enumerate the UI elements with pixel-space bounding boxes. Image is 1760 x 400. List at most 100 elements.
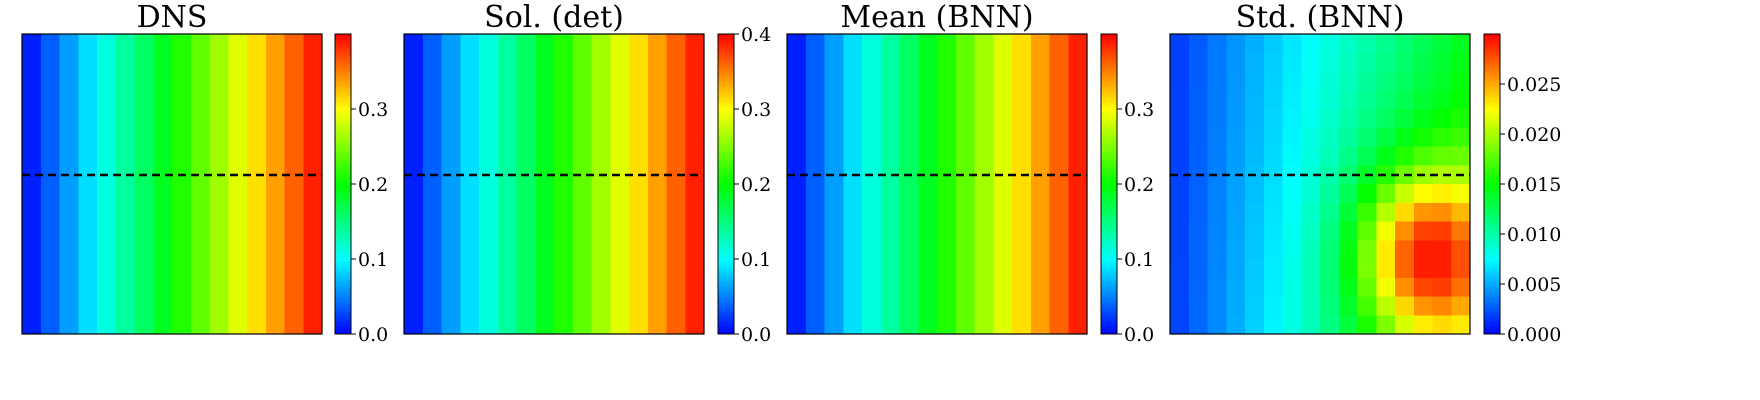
heatmap-cell (303, 90, 323, 110)
colorbar-band (1101, 106, 1117, 110)
colorbar-band (1101, 189, 1117, 193)
heatmap-cell (460, 146, 480, 166)
colorbar-band (1101, 149, 1117, 153)
colorbar-band (1101, 186, 1117, 190)
colorbar-band (1101, 309, 1117, 313)
heatmap-cell (40, 71, 61, 91)
colorbar-band (335, 204, 351, 208)
heatmap-cell (862, 315, 882, 335)
heatmap-cell (1376, 277, 1396, 298)
heatmap-cell (1049, 202, 1069, 223)
heatmap-cell (1245, 296, 1265, 316)
colorbar-band (718, 119, 734, 123)
heatmap-cell (441, 90, 461, 110)
colorbar-band (718, 249, 734, 253)
colorbar-band (1484, 69, 1500, 73)
colorbar-band (335, 99, 351, 103)
heatmap-cell (647, 52, 668, 73)
heatmap-cell (40, 109, 61, 129)
heatmap-cell (1245, 202, 1265, 223)
heatmap-cell (1376, 71, 1396, 91)
heatmap-cell (1320, 34, 1340, 54)
colorbar-band (335, 269, 351, 273)
heatmap-cell (59, 315, 79, 335)
heatmap-cell (591, 127, 611, 148)
heatmap-cell (899, 315, 919, 335)
heatmap-cell (685, 315, 705, 335)
colorbar-band (718, 304, 734, 308)
heatmap-cell (955, 109, 976, 129)
colorbar-band (718, 101, 734, 105)
heatmap-cell (666, 184, 686, 204)
colorbar-band (718, 156, 734, 160)
colorbar-band (1484, 324, 1500, 328)
colorbar-band (1101, 241, 1117, 245)
colorbar-band (1484, 86, 1500, 90)
heatmap-cell (591, 259, 611, 279)
heatmap-cell (134, 52, 154, 73)
heatmap-cell (441, 71, 461, 91)
heatmap-cell (666, 221, 686, 241)
heatmap-cell (629, 221, 649, 241)
heatmap-cell (1207, 277, 1227, 298)
heatmap-cell (1320, 52, 1340, 73)
heatmap-cell (824, 165, 844, 185)
heatmap-cell (629, 71, 649, 91)
heatmap-cell (134, 277, 154, 298)
heatmap-cell (591, 71, 611, 91)
heatmap-cell (862, 34, 882, 54)
heatmap-cell (843, 240, 863, 260)
colorbar-band (335, 244, 351, 248)
heatmap-cell (284, 184, 304, 204)
heatmap-cell (209, 34, 229, 54)
colorbar-band (1484, 329, 1500, 333)
heatmap-cell (404, 221, 424, 241)
colorbar-band (335, 261, 351, 265)
heatmap-cell (1049, 277, 1069, 298)
heatmap-cell (247, 240, 267, 260)
colorbar-band (335, 114, 351, 118)
heatmap-cell (805, 90, 826, 110)
heatmap-cell (460, 52, 480, 73)
heatmap-cell (1068, 184, 1088, 204)
heatmap-cell (918, 90, 938, 110)
colorbar-band (1484, 234, 1500, 238)
heatmap-cell (172, 52, 192, 73)
heatmap-cell (97, 127, 117, 148)
heatmap-cell (843, 146, 863, 166)
heatmap-cell (824, 315, 844, 335)
heatmap-cell (209, 52, 229, 73)
colorbar-band (1484, 299, 1500, 303)
heatmap-cell (134, 221, 154, 241)
heatmap-cell (22, 240, 42, 260)
heatmap-cell (479, 277, 499, 298)
colorbar-band (718, 209, 734, 213)
colorbar-band (1484, 131, 1500, 135)
heatmap-cell (955, 240, 976, 260)
colorbar-band (335, 119, 351, 123)
heatmap-cell (190, 221, 211, 241)
heatmap-cell (629, 109, 649, 129)
colorbar-band (335, 229, 351, 233)
heatmap-cell (880, 90, 901, 110)
heatmap-cell (787, 296, 807, 316)
heatmap-cell (572, 240, 593, 260)
heatmap-cell (284, 202, 304, 223)
heatmap-cell (422, 221, 443, 241)
colorbar-band (1101, 219, 1117, 223)
heatmap-cell (880, 296, 901, 316)
heatmap-cell (97, 90, 117, 110)
colorbar-band (335, 86, 351, 90)
heatmap-cell (172, 221, 192, 241)
colorbar-band (718, 169, 734, 173)
heatmap-cell (647, 146, 668, 166)
heatmap-cell (554, 90, 574, 110)
heatmap-cell (955, 90, 976, 110)
heatmap-cell (247, 90, 267, 110)
colorbar-band (335, 159, 351, 163)
heatmap-cell (1226, 202, 1246, 223)
heatmap-cell (497, 259, 518, 279)
heatmap-cell (824, 34, 844, 54)
chart-title: Mean (BNN) (840, 0, 1033, 35)
heatmap-cell (1413, 146, 1434, 166)
